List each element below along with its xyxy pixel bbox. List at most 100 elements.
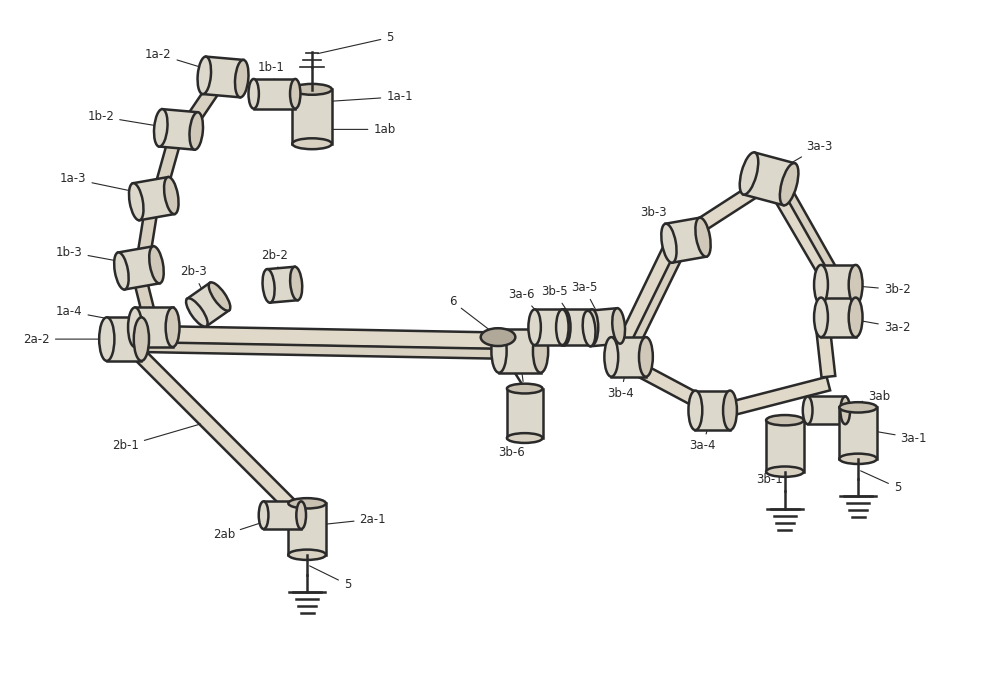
Ellipse shape (248, 79, 259, 109)
Text: 5: 5 (318, 31, 394, 54)
Text: 3a-1: 3a-1 (871, 431, 927, 445)
Polygon shape (808, 396, 845, 424)
Ellipse shape (766, 466, 804, 477)
Polygon shape (625, 358, 706, 410)
Text: 3a-2: 3a-2 (844, 318, 910, 334)
Ellipse shape (840, 396, 850, 424)
Polygon shape (139, 342, 510, 359)
Ellipse shape (639, 337, 653, 377)
Ellipse shape (296, 501, 306, 529)
Polygon shape (771, 187, 830, 275)
Polygon shape (288, 503, 326, 555)
Ellipse shape (507, 384, 543, 394)
Polygon shape (665, 218, 706, 262)
Ellipse shape (849, 265, 863, 304)
Ellipse shape (292, 84, 332, 95)
Ellipse shape (688, 391, 702, 430)
Ellipse shape (235, 60, 249, 97)
Polygon shape (264, 501, 301, 529)
Polygon shape (133, 273, 155, 316)
Polygon shape (267, 267, 298, 303)
Polygon shape (630, 250, 684, 349)
Ellipse shape (803, 396, 812, 424)
Ellipse shape (290, 267, 302, 300)
Polygon shape (815, 313, 835, 378)
Text: 5: 5 (310, 566, 351, 591)
Text: 2a-1: 2a-1 (320, 512, 386, 526)
Ellipse shape (814, 297, 828, 337)
Ellipse shape (839, 402, 877, 413)
Text: 2b-2: 2b-2 (261, 248, 288, 280)
Ellipse shape (558, 309, 571, 345)
Polygon shape (731, 377, 830, 415)
Text: 3ab: 3ab (834, 390, 890, 410)
Ellipse shape (766, 415, 804, 425)
Polygon shape (689, 183, 761, 236)
Ellipse shape (849, 297, 863, 337)
Text: 5: 5 (861, 471, 901, 494)
Polygon shape (821, 265, 856, 304)
Text: 1b-2: 1b-2 (87, 110, 176, 129)
Ellipse shape (723, 391, 737, 430)
Ellipse shape (586, 309, 598, 345)
Text: 1ab: 1ab (310, 123, 396, 136)
Polygon shape (254, 79, 295, 109)
Ellipse shape (189, 112, 203, 149)
Polygon shape (695, 391, 730, 430)
Ellipse shape (259, 501, 268, 529)
Text: 1a-1: 1a-1 (327, 90, 413, 103)
Text: 2a-3: 2a-3 (511, 359, 538, 400)
Polygon shape (535, 309, 564, 345)
Ellipse shape (166, 307, 179, 347)
Ellipse shape (612, 309, 625, 343)
Ellipse shape (209, 283, 230, 311)
Ellipse shape (661, 223, 677, 262)
Polygon shape (133, 177, 175, 221)
Ellipse shape (186, 298, 208, 327)
Text: 3b-4: 3b-4 (607, 362, 634, 400)
Ellipse shape (839, 454, 877, 464)
Polygon shape (839, 408, 877, 459)
Ellipse shape (740, 152, 758, 195)
Text: 2a-2: 2a-2 (23, 333, 121, 346)
Ellipse shape (198, 57, 211, 94)
Ellipse shape (288, 549, 326, 560)
Polygon shape (139, 326, 510, 350)
Ellipse shape (814, 265, 828, 304)
Text: 1b-1: 1b-1 (258, 61, 285, 87)
Polygon shape (203, 57, 243, 97)
Polygon shape (781, 184, 835, 270)
Text: 3b-1: 3b-1 (756, 450, 784, 486)
Text: 3a-6: 3a-6 (509, 288, 548, 324)
Polygon shape (159, 109, 198, 149)
Ellipse shape (507, 433, 543, 443)
Ellipse shape (604, 337, 618, 377)
Polygon shape (617, 245, 676, 347)
Ellipse shape (288, 498, 326, 508)
Polygon shape (562, 309, 592, 345)
Text: 3b-2: 3b-2 (844, 283, 911, 296)
Ellipse shape (263, 269, 275, 303)
Ellipse shape (154, 109, 168, 147)
Ellipse shape (533, 329, 548, 373)
Polygon shape (107, 318, 141, 361)
Ellipse shape (583, 311, 595, 346)
Text: 3b-3: 3b-3 (640, 206, 684, 237)
Ellipse shape (129, 183, 143, 221)
Ellipse shape (114, 253, 129, 290)
Polygon shape (588, 309, 620, 346)
Ellipse shape (695, 218, 711, 257)
Ellipse shape (481, 328, 515, 346)
Polygon shape (743, 152, 795, 205)
Polygon shape (821, 297, 856, 337)
Text: 2b-1: 2b-1 (112, 424, 201, 452)
Text: 1a-2: 1a-2 (145, 47, 220, 73)
Text: 1b-3: 1b-3 (56, 246, 136, 265)
Ellipse shape (128, 307, 142, 347)
Polygon shape (499, 329, 541, 373)
Polygon shape (155, 135, 182, 188)
Ellipse shape (149, 246, 164, 283)
Polygon shape (186, 78, 224, 126)
Polygon shape (292, 89, 332, 144)
Ellipse shape (292, 138, 332, 149)
